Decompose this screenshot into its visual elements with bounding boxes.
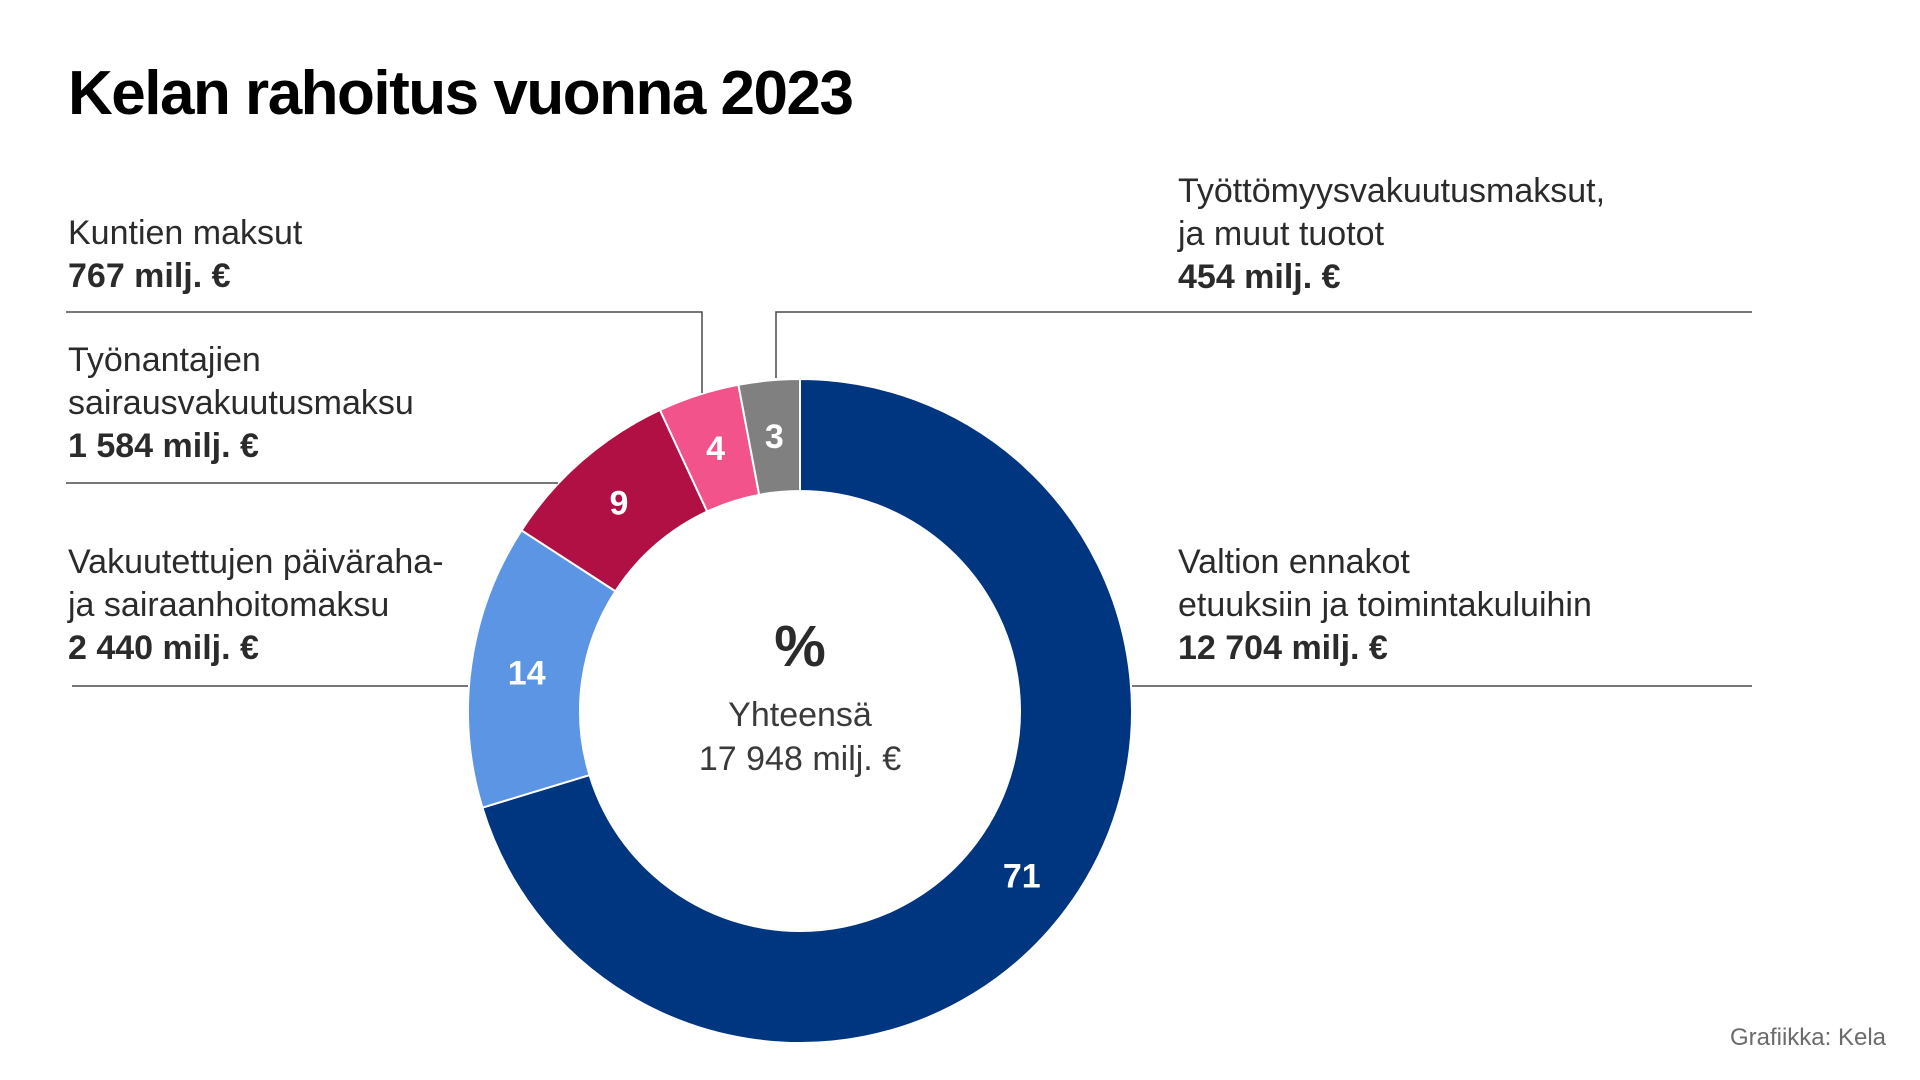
- slice-name: Työnantajien: [68, 341, 261, 379]
- slice-percent-label: 9: [610, 485, 629, 523]
- center-total-value: 17 948 milj. €: [699, 740, 901, 778]
- slice-name: Kuntien maksut: [68, 214, 303, 252]
- label-kuntien-maksut: Kuntien maksut 767 milj. €: [68, 212, 302, 298]
- slice-name: Työttömyysvakuutusmaksut,: [1178, 172, 1606, 210]
- label-tyottomyysvakuutusmaksut: Työttömyysvakuutusmaksut, ja muut tuotot…: [1178, 170, 1605, 299]
- slice-name-line-2: sairausvakuutusmaksu: [68, 384, 414, 422]
- slice-percent-label: 14: [508, 654, 546, 692]
- slice-amount: 1 584 milj. €: [68, 427, 259, 465]
- center-percent-symbol: %: [774, 614, 826, 679]
- label-valtion-ennakot: Valtion ennakot etuuksiin ja toimintakul…: [1178, 541, 1592, 670]
- slice-amount: 767 milj. €: [68, 257, 231, 295]
- donut-slice-valtion-ennakot-etuuksiin-ja-toimintakuluihin: [481, 377, 1133, 1044]
- slice-name-line-2: ja muut tuotot: [1178, 215, 1385, 253]
- credit-text: Grafiikka: Kela: [1729, 1024, 1886, 1051]
- slice-percent-label: 3: [765, 418, 784, 456]
- label-vakuutettujen-maksu: Vakuutettujen päiväraha- ja sairaanhoito…: [68, 541, 444, 670]
- label-tyonantajien-sairausvakuutusmaksu: Työnantajien sairausvakuutusmaksu 1 584 …: [68, 339, 414, 468]
- slice-percent-label: 4: [706, 430, 725, 468]
- leader-line-tyottomyys: [775, 311, 1752, 378]
- center-total-label: Yhteensä: [728, 696, 872, 734]
- slice-amount: 454 milj. €: [1178, 258, 1341, 296]
- slice-percent-label: 71: [1003, 857, 1041, 895]
- chart-title: Kelan rahoitus vuonna 2023: [68, 59, 854, 128]
- slice-name: Valtion ennakot: [1178, 543, 1410, 581]
- leader-line-kuntien: [66, 311, 703, 393]
- slice-name-line-2: etuuksiin ja toimintakuluihin: [1178, 586, 1592, 624]
- slice-amount: 2 440 milj. €: [68, 629, 259, 667]
- donut-slice-tyottomyysvakuutusmaksut-ja-muut-tuotot: [737, 377, 801, 496]
- slice-name-line-2: ja sairaanhoitomaksu: [68, 586, 390, 624]
- slice-name: Vakuutettujen päiväraha-: [68, 543, 444, 581]
- slice-amount: 12 704 milj. €: [1178, 629, 1388, 667]
